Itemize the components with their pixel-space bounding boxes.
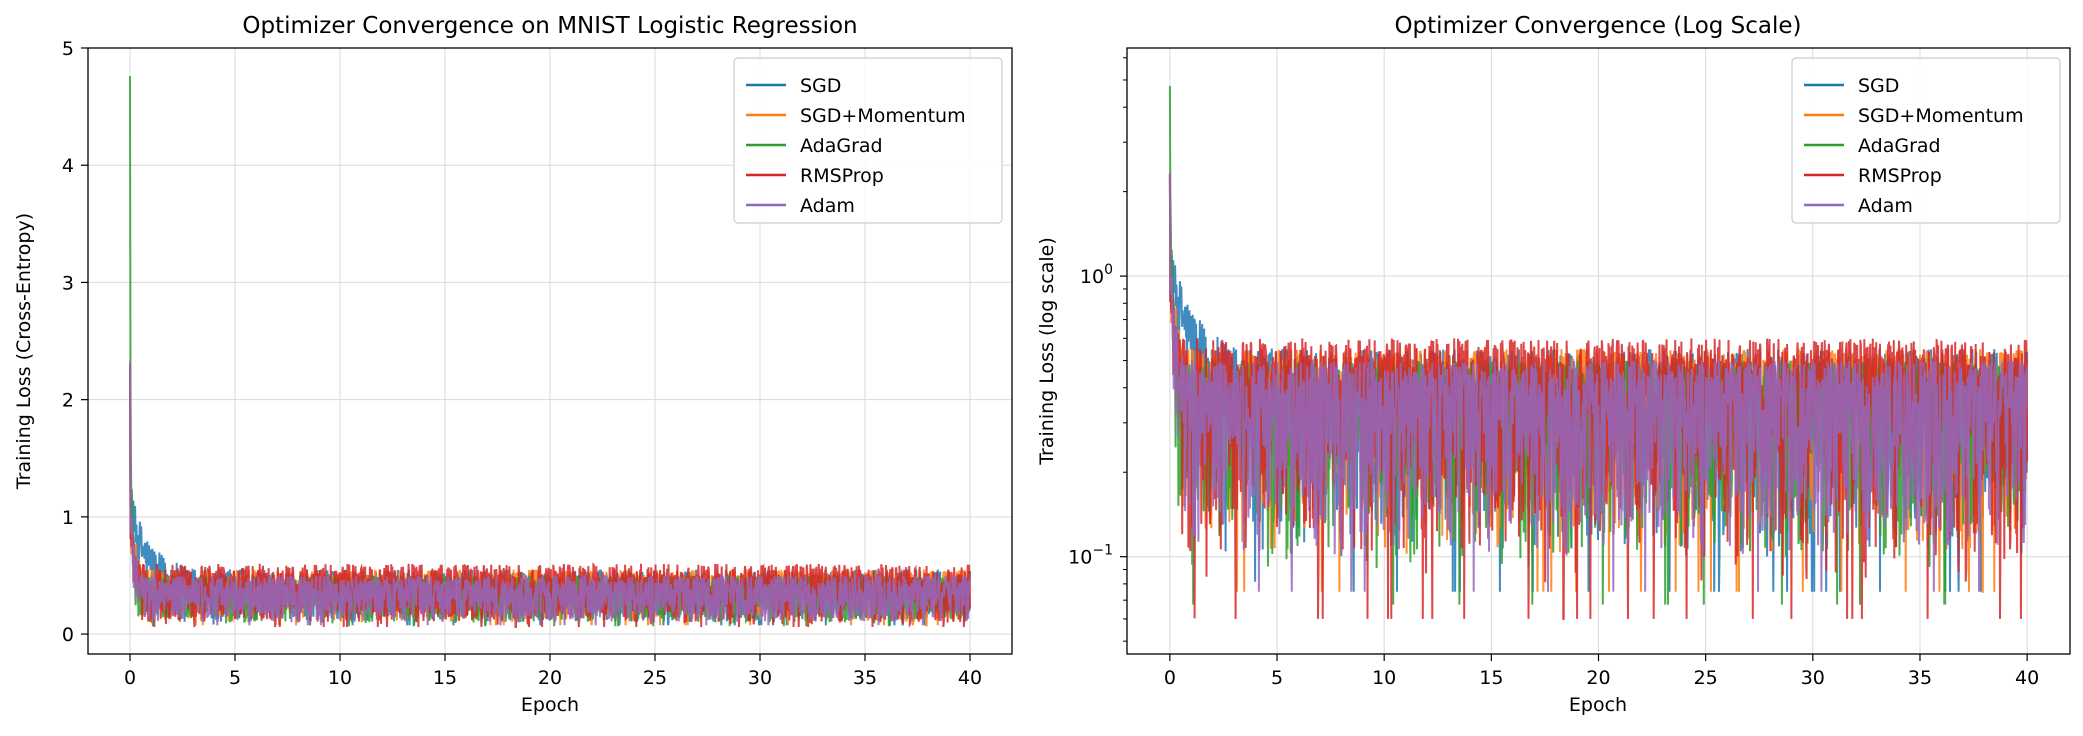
series-line-adam bbox=[129, 360, 971, 626]
x-tick-label: 5 bbox=[229, 667, 241, 689]
legend-label: SGD+Momentum bbox=[800, 105, 966, 127]
x-tick-label: 30 bbox=[748, 667, 772, 689]
x-tick-label: 5 bbox=[1271, 667, 1283, 689]
x-tick-label: 25 bbox=[643, 667, 667, 689]
y-tick-label: 10−1 bbox=[1068, 543, 1113, 569]
x-tick-label: 15 bbox=[1479, 667, 1503, 689]
x-tick-label: 20 bbox=[1586, 667, 1610, 689]
x-axis-ticks: 0 5 10 15 20 25 30 35 40 bbox=[1164, 654, 2039, 689]
x-tick-label: 40 bbox=[2015, 667, 2039, 689]
legend-label: SGD+Momentum bbox=[1858, 105, 2024, 127]
x-tick-label: 25 bbox=[1694, 667, 1718, 689]
legend-label: AdaGrad bbox=[1858, 135, 1941, 157]
series-lines bbox=[1168, 85, 2029, 620]
series-lines bbox=[129, 76, 971, 628]
x-axis-label: Epoch bbox=[521, 694, 579, 716]
x-tick-label: 15 bbox=[433, 667, 457, 689]
legend-label: RMSProp bbox=[1858, 165, 1942, 187]
y-tick-label: 100 bbox=[1080, 262, 1113, 288]
x-tick-label: 0 bbox=[1164, 667, 1176, 689]
legend-box bbox=[733, 57, 1003, 224]
x-axis-label: Epoch bbox=[1569, 694, 1627, 716]
legend-label: SGD bbox=[800, 75, 841, 97]
x-axis-ticks: 0 5 10 15 20 25 30 35 40 bbox=[124, 654, 982, 689]
legend: SGD SGD+Momentum AdaGrad RMSProp Adam bbox=[733, 57, 1003, 224]
y-tick-label: 0 bbox=[62, 624, 74, 646]
legend-label: SGD bbox=[1858, 75, 1899, 97]
x-tick-label: 40 bbox=[958, 667, 982, 689]
x-tick-label: 10 bbox=[328, 667, 352, 689]
legend-label: AdaGrad bbox=[800, 135, 883, 157]
x-tick-label: 30 bbox=[1801, 667, 1825, 689]
y-axis-ticks: 0 1 2 3 4 5 bbox=[62, 38, 88, 646]
y-tick-label: 3 bbox=[62, 272, 74, 294]
linear-loss-chart: 0 5 10 15 20 25 30 35 40 0 1 2 3 4 5 Optimizer Conver… bbox=[13, 13, 1013, 716]
x-tick-label: 35 bbox=[853, 667, 877, 689]
series-line-rmsprop bbox=[129, 364, 971, 628]
x-tick-label: 35 bbox=[1908, 667, 1932, 689]
legend-label: Adam bbox=[1858, 195, 1913, 217]
y-axis-label: Training Loss (log scale) bbox=[1036, 237, 1058, 466]
y-tick-label: 1 bbox=[62, 507, 74, 529]
series-line-adam bbox=[1168, 172, 2029, 592]
chart-title: Optimizer Convergence (Log Scale) bbox=[1394, 13, 1801, 39]
x-tick-label: 20 bbox=[538, 667, 562, 689]
x-tick-label: 0 bbox=[124, 667, 136, 689]
legend-box bbox=[1791, 57, 2061, 224]
y-axis-ticks: 100 10−1 bbox=[1068, 57, 1127, 642]
log-loss-chart: 0 5 10 15 20 25 30 35 40 100 10−1 Optimizer Conve… bbox=[1036, 13, 2071, 716]
legend-label: RMSProp bbox=[800, 165, 884, 187]
series-line-rmsprop bbox=[1168, 174, 2029, 620]
x-tick-label: 10 bbox=[1372, 667, 1396, 689]
legend: SGD SGD+Momentum AdaGrad RMSProp Adam bbox=[1791, 57, 2061, 224]
y-tick-label: 4 bbox=[62, 155, 74, 177]
chart-title: Optimizer Convergence on MNIST Logistic … bbox=[242, 13, 857, 39]
y-tick-label: 2 bbox=[62, 390, 74, 412]
y-axis-label: Training Loss (Cross-Entropy) bbox=[13, 213, 35, 490]
legend-label: Adam bbox=[800, 195, 855, 217]
y-tick-label: 5 bbox=[62, 38, 74, 60]
